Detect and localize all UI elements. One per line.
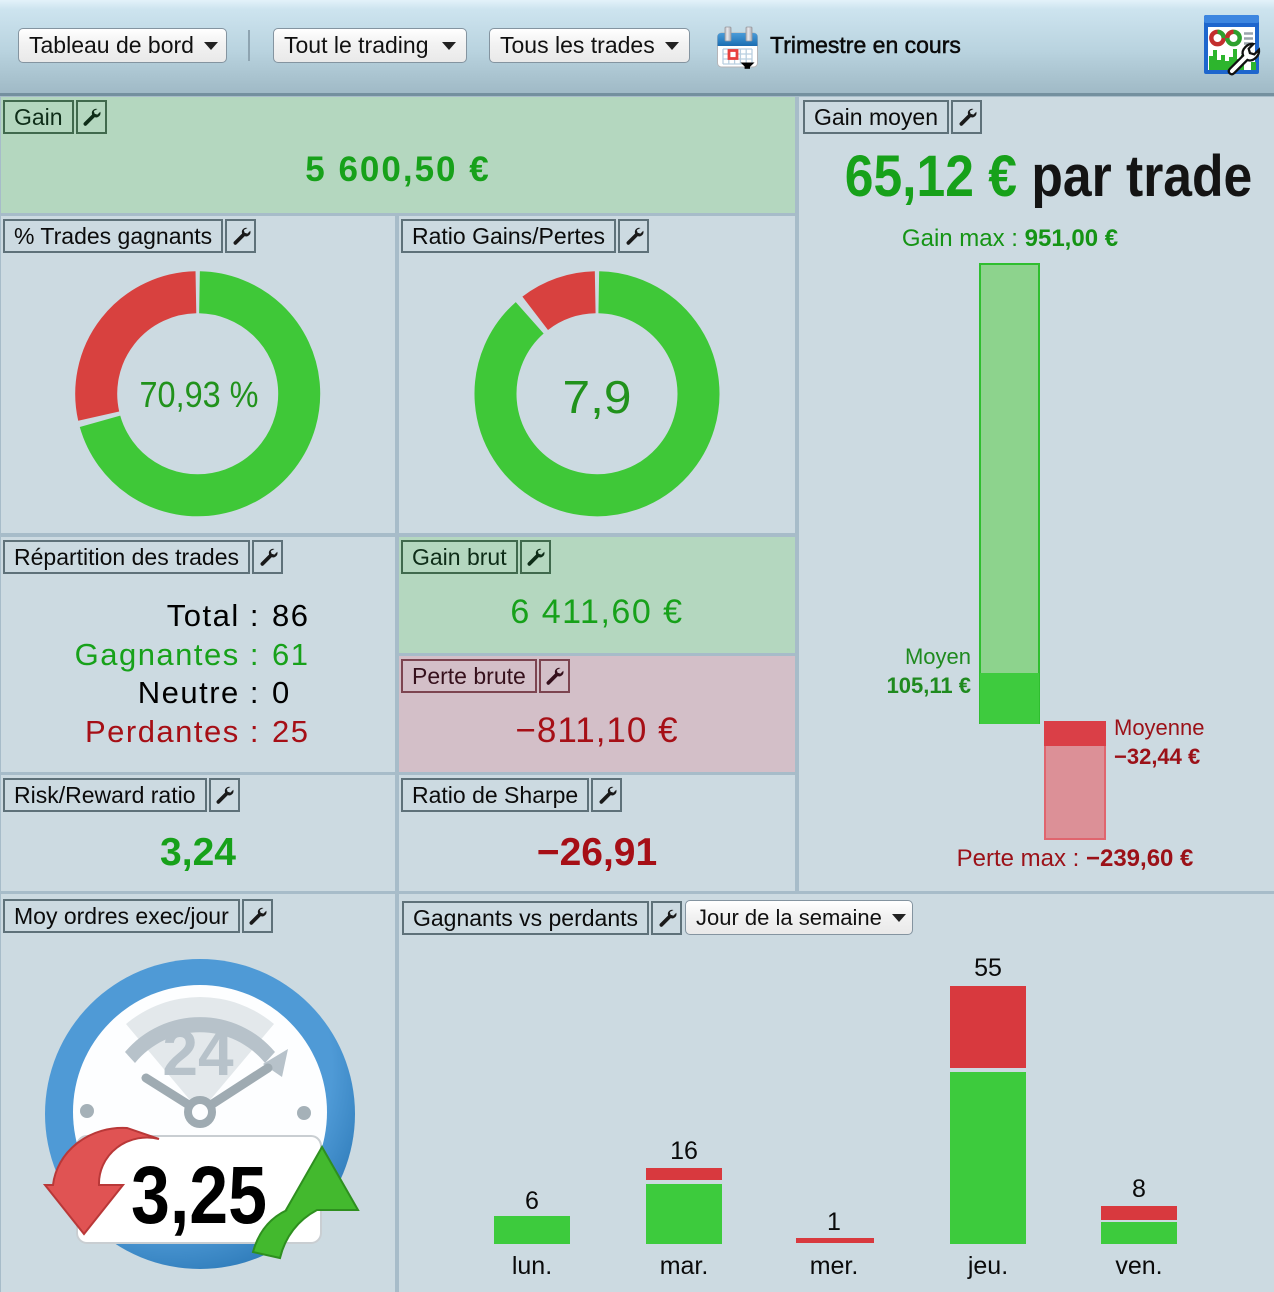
svg-text:24: 24 [162, 1017, 234, 1089]
svg-text:7,9: 7,9 [563, 371, 632, 423]
svg-text:3,25: 3,25 [131, 1150, 267, 1241]
svg-text:70,93 %: 70,93 % [140, 374, 259, 415]
